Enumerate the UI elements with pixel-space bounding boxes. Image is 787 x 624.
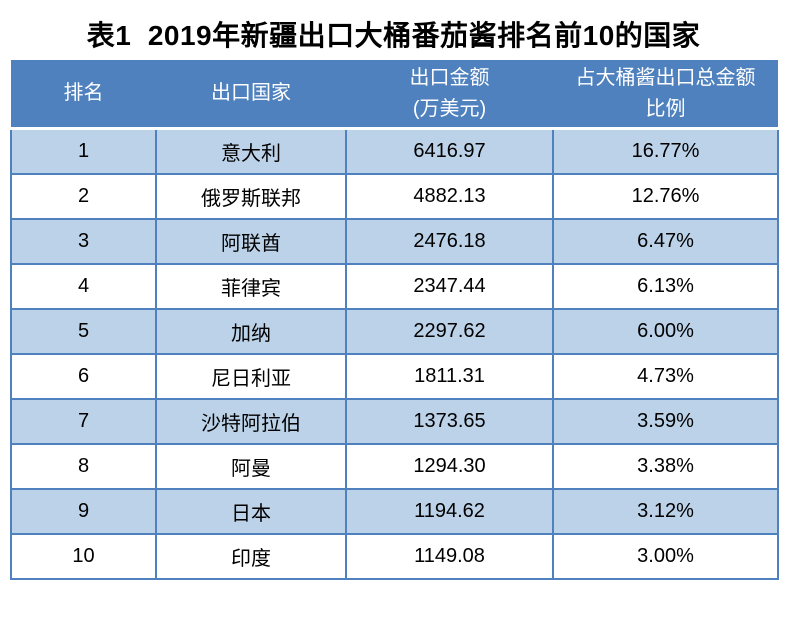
cell-rank: 3	[10, 218, 157, 265]
table-header-row: 排名 出口国家 出口金额 (万美元) 占大桶酱出口总金额 比例	[11, 60, 778, 130]
table-row: 4 菲律宾 2347.44 6.13%	[10, 263, 779, 310]
cell-share: 3.59%	[552, 398, 779, 445]
cell-amount: 1811.31	[345, 353, 554, 400]
cell-share: 6.00%	[552, 308, 779, 355]
cell-rank: 7	[10, 398, 157, 445]
cell-share: 16.77%	[552, 127, 779, 175]
cell-country: 阿联酋	[155, 218, 347, 265]
cell-country: 俄罗斯联邦	[155, 173, 347, 220]
cell-country: 印度	[155, 533, 347, 580]
header-cell-rank: 排名	[11, 60, 156, 130]
table-row: 8 阿曼 1294.30 3.38%	[10, 443, 779, 490]
table-row: 3 阿联酋 2476.18 6.47%	[10, 218, 779, 265]
cell-share: 4.73%	[552, 353, 779, 400]
cell-share: 12.76%	[552, 173, 779, 220]
header-cell-rank-line: 排名	[63, 82, 104, 104]
cell-rank: 2	[10, 173, 157, 220]
cell-rank: 10	[10, 533, 157, 580]
table-row: 9 日本 1194.62 3.12%	[10, 488, 779, 535]
header-cell-share-line: 占大桶酱出口总金额	[575, 66, 756, 89]
cell-share: 6.47%	[552, 218, 779, 265]
table-body: 1 意大利 6416.97 16.77% 2 俄罗斯联邦 4882.13 12.76% 3 阿联酋…	[10, 127, 779, 580]
header-cell-amount-line: 出口金额	[409, 66, 490, 89]
export-ranking-table: 排名 出口国家 出口金额 (万美元) 占大桶酱出口总金额 比例 1 意大利 6416.97 16…	[10, 60, 779, 580]
table-row: 5 加纳 2297.62 6.00%	[10, 308, 779, 355]
table-row: 2 俄罗斯联邦 4882.13 12.76%	[10, 173, 779, 220]
cell-share: 3.38%	[552, 443, 779, 490]
cell-share: 3.12%	[552, 488, 779, 535]
header-cell-country: 出口国家	[156, 60, 346, 130]
cell-amount: 6416.97	[345, 127, 554, 175]
cell-country: 尼日利亚	[155, 353, 347, 400]
cell-country: 加纳	[155, 308, 347, 355]
cell-rank: 1	[10, 127, 157, 175]
cell-rank: 8	[10, 443, 157, 490]
cell-amount: 1194.62	[345, 488, 554, 535]
table-row: 10 印度 1149.08 3.00%	[10, 533, 779, 580]
cell-rank: 5	[10, 308, 157, 355]
cell-country: 阿曼	[155, 443, 347, 490]
cell-amount: 4882.13	[345, 173, 554, 220]
cell-rank: 6	[10, 353, 157, 400]
cell-country: 意大利	[155, 127, 347, 175]
cell-country: 日本	[155, 488, 347, 535]
cell-amount: 2476.18	[345, 218, 554, 265]
header-cell-share-line: 比例	[645, 97, 686, 120]
cell-rank: 9	[10, 488, 157, 535]
cell-share: 3.00%	[552, 533, 779, 580]
cell-amount: 1373.65	[345, 398, 554, 445]
cell-amount: 2347.44	[345, 263, 554, 310]
table-row: 1 意大利 6416.97 16.77%	[10, 127, 779, 175]
table-row: 7 沙特阿拉伯 1373.65 3.59%	[10, 398, 779, 445]
cell-country: 沙特阿拉伯	[155, 398, 347, 445]
cell-rank: 4	[10, 263, 157, 310]
cell-share: 6.13%	[552, 263, 779, 310]
header-cell-share: 占大桶酱出口总金额 比例	[553, 60, 778, 130]
cell-amount: 2297.62	[345, 308, 554, 355]
cell-amount: 1149.08	[345, 533, 554, 580]
cell-country: 菲律宾	[155, 263, 347, 310]
header-cell-country-line: 出口国家	[211, 82, 291, 104]
header-cell-amount: 出口金额 (万美元)	[346, 60, 553, 130]
table-title: 表1 2019年新疆出口大桶番茄酱排名前10的国家	[86, 20, 701, 51]
table-header: 排名 出口国家 出口金额 (万美元) 占大桶酱出口总金额 比例	[11, 60, 778, 130]
header-cell-amount-line: (万美元)	[412, 97, 487, 120]
cell-amount: 1294.30	[345, 443, 554, 490]
table-row: 6 尼日利亚 1811.31 4.73%	[10, 353, 779, 400]
